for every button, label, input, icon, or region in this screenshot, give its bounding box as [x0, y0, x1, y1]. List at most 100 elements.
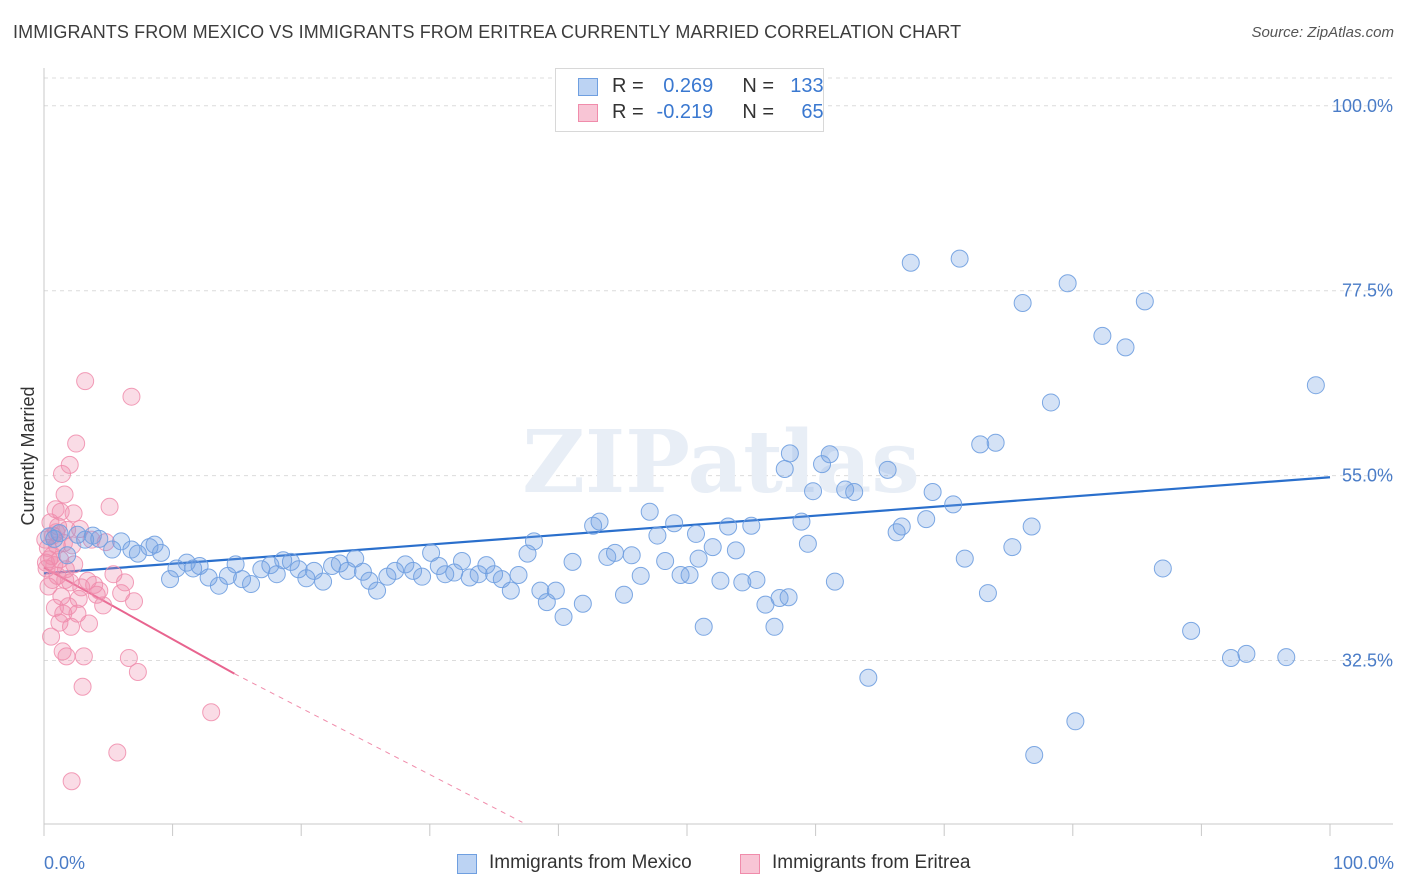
mexico-point — [590, 512, 609, 531]
mexico-trend-line — [43, 476, 1331, 575]
mexico-point — [1116, 338, 1135, 357]
eritrea-point — [94, 596, 113, 615]
mexico-point — [524, 532, 543, 551]
eritrea-point — [90, 581, 109, 600]
mexico-point — [665, 514, 684, 533]
mexico-point — [563, 552, 582, 571]
mexico-point — [233, 570, 252, 589]
mexico-point — [242, 575, 261, 594]
eritrea-point — [50, 613, 69, 632]
eritrea-point — [62, 772, 81, 791]
mexico-point — [40, 527, 59, 546]
eritrea-point — [80, 614, 99, 633]
mexico-point — [747, 570, 766, 589]
eritrea-point — [108, 743, 127, 762]
mexico-point — [161, 570, 180, 589]
mexico-point — [694, 617, 713, 636]
mexico-point — [950, 249, 969, 268]
eritrea-swatch — [578, 104, 598, 122]
eritrea-point — [112, 584, 131, 603]
mexico-point — [209, 576, 228, 595]
mexico-point — [680, 566, 699, 585]
mexico-point — [554, 607, 573, 626]
eritrea-point — [68, 604, 87, 623]
mexico-point — [1277, 648, 1296, 667]
mexico-point — [1022, 517, 1041, 536]
mexico-point — [281, 552, 300, 571]
mexico-point — [140, 538, 159, 557]
eritrea-point — [69, 589, 88, 608]
mexico-point — [50, 524, 69, 543]
x-min-label: 0.0% — [44, 853, 86, 873]
mexico-point — [648, 526, 667, 545]
mexico-point — [955, 549, 974, 568]
eritrea-point — [122, 387, 141, 406]
eritrea-legend-label: Immigrants from Eritrea — [772, 852, 971, 873]
mexico-point — [386, 561, 405, 580]
eritrea-point — [76, 372, 95, 391]
mexico-point — [1041, 393, 1060, 412]
eritrea-trend-extension — [234, 673, 523, 823]
axes — [43, 68, 1393, 836]
mexico-point — [58, 546, 77, 565]
mexico-point — [978, 584, 997, 603]
correlation-legend: R = 0.269 N = 133 R = -0.219 N = 65 — [555, 68, 824, 132]
mexico-point — [368, 581, 387, 600]
mexico-point — [780, 444, 799, 463]
eritrea-point — [116, 573, 135, 592]
mexico-point — [859, 668, 878, 687]
mexico-point — [1221, 649, 1240, 668]
mexico-point — [804, 482, 823, 501]
mexico-point — [656, 552, 675, 571]
mexico-point — [274, 551, 293, 570]
eritrea-trend-line — [43, 566, 235, 675]
legend-n-label: N = — [742, 101, 775, 123]
mexico-point — [1093, 326, 1112, 345]
mexico-point — [971, 435, 990, 454]
mexico-point — [404, 561, 423, 580]
mexico-point — [1013, 294, 1032, 313]
y-tick-label: 100.0% — [1332, 96, 1393, 116]
mexico-point — [305, 561, 324, 580]
mexico-point — [469, 565, 488, 584]
eritrea-point — [202, 703, 221, 722]
mexico-point — [845, 483, 864, 502]
mexico-point — [90, 529, 109, 548]
mexico-point — [622, 546, 641, 565]
mexico-point — [396, 555, 415, 574]
eritrea-point — [125, 592, 144, 611]
eritrea-point — [53, 464, 72, 483]
mexico-point — [687, 524, 706, 543]
mexico-point — [573, 594, 592, 613]
mexico-point — [152, 543, 171, 562]
mexico-legend-label: Immigrants from Mexico — [489, 852, 692, 873]
mexico-point — [631, 566, 650, 585]
eritrea-point — [42, 627, 61, 646]
legend-r-value: -0.219 — [656, 101, 714, 123]
mexico-point — [477, 556, 496, 575]
mexico-point — [726, 541, 745, 560]
y-tick-labels: 32.5% 55.0% 77.5% 100.0% — [1332, 96, 1393, 671]
mexico-point — [711, 571, 730, 590]
eritrea-point — [55, 485, 74, 504]
source-label: Source: ZipAtlas.com — [1251, 24, 1394, 41]
mexico-point — [820, 445, 839, 464]
y-axis-title: Currently Married — [18, 386, 38, 525]
mexico-point — [779, 588, 798, 607]
mexico-point — [501, 581, 520, 600]
mexico-point — [605, 543, 624, 562]
mexico-point — [640, 502, 659, 521]
mexico-point — [1066, 712, 1085, 731]
eritrea-point — [65, 555, 84, 574]
eritrea-point — [73, 677, 92, 696]
eritrea-point — [64, 504, 83, 523]
mexico-point — [1153, 559, 1172, 578]
watermark: ZIPatlas — [522, 412, 920, 513]
mexico-point — [128, 544, 147, 563]
mexico-point — [1182, 621, 1201, 640]
legend-n-value: 65 — [801, 101, 824, 123]
mexico-point — [775, 460, 794, 479]
mexico-point — [413, 567, 432, 586]
chart-title: IMMIGRANTS FROM MEXICO VS IMMIGRANTS FRO… — [13, 22, 962, 42]
